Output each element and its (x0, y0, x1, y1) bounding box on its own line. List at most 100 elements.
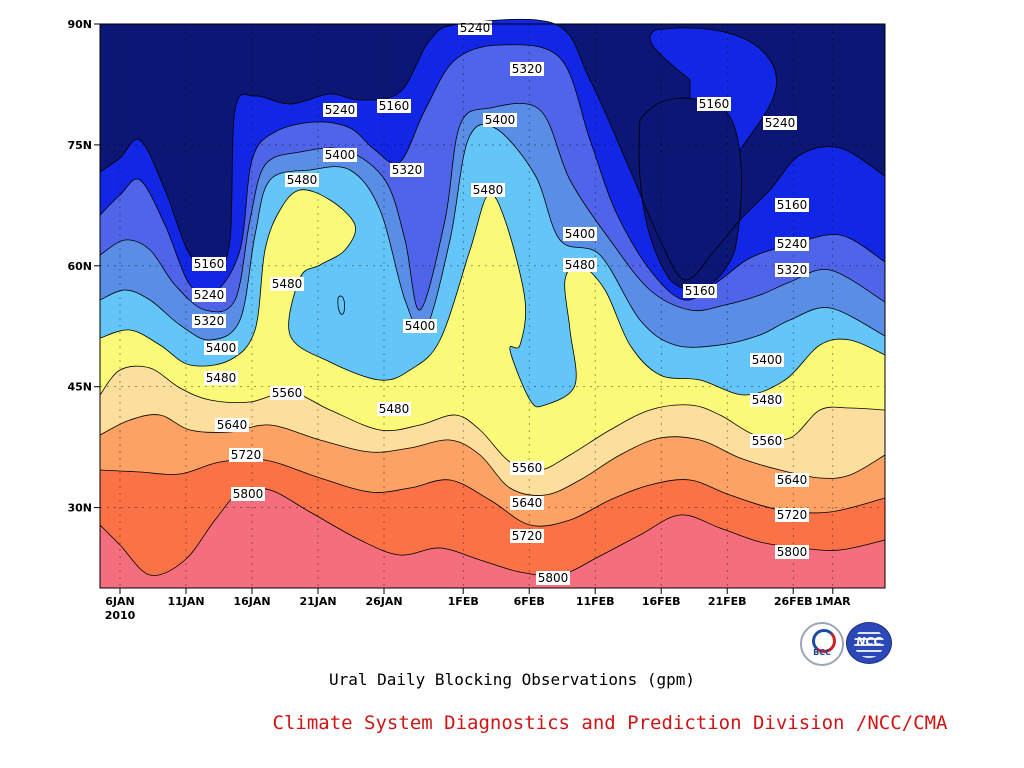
x-tick-label: 16FEB (642, 595, 681, 608)
contour-label-bg (323, 148, 357, 162)
contour-label: 5480 (206, 371, 237, 385)
contour-label: 5560 (512, 461, 543, 475)
contour-label: 5560 (752, 434, 783, 448)
bcc-logo-icon: BCC (800, 622, 844, 666)
contour-label: 5160 (777, 198, 808, 212)
contour-label-bg (775, 237, 809, 251)
contour-label-bg (563, 227, 597, 241)
contour-label-bg (750, 434, 784, 448)
contour-label: 5400 (325, 148, 356, 162)
contour-label: 5480 (473, 183, 504, 197)
x-tick-label: 6JAN (105, 595, 134, 608)
contour-label: 5560 (272, 386, 303, 400)
contour-label: 5640 (217, 418, 248, 432)
x-tick-label: 21JAN (299, 595, 336, 608)
contour-label: 5400 (485, 113, 516, 127)
contour-5720 (99, 458, 886, 527)
y-tick-label: 90N (67, 18, 92, 31)
contour-label: 5400 (752, 353, 783, 367)
contour-label-bg (750, 393, 784, 407)
x-year-label: 2010 (105, 609, 136, 622)
contour-label-bg (229, 448, 263, 462)
fill-island (337, 295, 345, 315)
contour-label: 5160 (194, 257, 225, 271)
grid (100, 24, 885, 588)
contour-label: 5480 (272, 277, 303, 291)
x-tick-label: 16JAN (233, 595, 270, 608)
contour-label: 5160 (699, 97, 730, 111)
chart-title: Ural Daily Blocking Observations (gpm) (328, 670, 696, 689)
contour-label: 5320 (392, 163, 423, 177)
x-tick-label: 26JAN (365, 595, 402, 608)
contour-label-bg (510, 496, 544, 510)
contour-label: 5720 (231, 448, 262, 462)
contour-label-bg (563, 258, 597, 272)
contour-label-bg (403, 319, 437, 333)
contour-label-bg (775, 263, 809, 277)
contour-label-bg (510, 62, 544, 76)
contour-5400 (99, 123, 886, 348)
contour-label-bg (483, 113, 517, 127)
credit-text: Climate System Diagnostics and Predictio… (272, 712, 948, 734)
contour-label-bg (510, 461, 544, 475)
ncc-logo-text: NCC (856, 635, 882, 648)
contour-label: 5720 (777, 508, 808, 522)
x-tick-label: 1FEB (448, 595, 479, 608)
contour-label: 5800 (233, 487, 264, 501)
contour-label: 5800 (777, 545, 808, 559)
contour-label-bg (192, 257, 226, 271)
contour-label-bg (323, 103, 357, 117)
contour-label: 5400 (405, 319, 436, 333)
contour-label-bg (204, 341, 238, 355)
contour-label-bg (215, 418, 249, 432)
x-tick-label: 26FEB (774, 595, 813, 608)
plot-frame (99, 23, 886, 589)
contour-label-bg (763, 116, 797, 130)
contour-label-bg (775, 545, 809, 559)
contour-label-bg (775, 508, 809, 522)
contour-label: 5240 (460, 21, 491, 35)
contour-label-bg (750, 353, 784, 367)
contour-label-bg (536, 571, 570, 585)
contour-label: 5160 (685, 284, 716, 298)
y-tick-label: 75N (67, 139, 92, 152)
contour-label: 5160 (379, 99, 410, 113)
contour-label: 5480 (287, 173, 318, 187)
contour-label: 5240 (777, 237, 808, 251)
contour-label-bg (775, 473, 809, 487)
contour-label: 5400 (206, 341, 237, 355)
contour-label-bg (270, 386, 304, 400)
contour-label: 5320 (194, 314, 225, 328)
y-tick-label: 30N (67, 502, 92, 515)
contour-label-bg (192, 314, 226, 328)
ncc-logo-icon: NCC (846, 622, 892, 664)
contour-fills (100, 19, 885, 589)
contour-label: 5240 (194, 288, 225, 302)
contour-label: 5320 (512, 62, 543, 76)
contour-labels: 5240 5320 5160 5240 5400 5400 5320 5480 5480 5160… (192, 21, 809, 585)
contour-label: 5320 (777, 263, 808, 277)
x-tick-label: 11FEB (576, 595, 615, 608)
contour-label: 5640 (512, 496, 543, 510)
contour-5800 (99, 487, 886, 577)
contour-label-bg (377, 402, 411, 416)
contour-label: 5240 (765, 116, 796, 130)
contour-label-bg (510, 529, 544, 543)
contour-label-bg (285, 173, 319, 187)
contour-label: 5240 (325, 103, 356, 117)
x-tick-label: 1MAR (815, 595, 851, 608)
contour-5640 (99, 414, 886, 496)
x-tick-label: 21FEB (708, 595, 747, 608)
x-tick-label: 11JAN (167, 595, 204, 608)
contour-label-bg (775, 198, 809, 212)
contour-label: 5640 (777, 473, 808, 487)
contour-label-bg (377, 99, 411, 113)
bcc-logo-text: BCC (813, 648, 831, 657)
contour-label-bg (192, 288, 226, 302)
fill-above-5800 (100, 487, 885, 588)
contour-5320 (99, 103, 886, 313)
contour-label-bg (231, 487, 265, 501)
contour-label: 5480 (565, 258, 596, 272)
contour-label-bg (390, 163, 424, 177)
